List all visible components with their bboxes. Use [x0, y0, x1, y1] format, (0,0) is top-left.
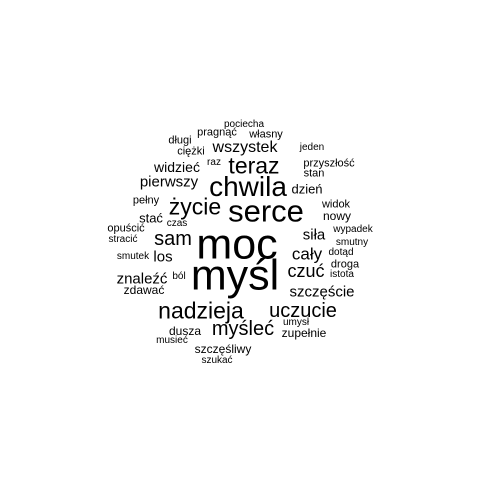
word-bol: ból: [172, 271, 186, 282]
word-szczesliwy: szczęśliwy: [194, 342, 252, 356]
word-teraz: teraz: [228, 152, 280, 179]
word-wypadek: wypadek: [333, 224, 373, 235]
word-sila: siła: [302, 226, 326, 244]
word-zupelnie: zupełnie: [281, 326, 327, 340]
word-widziec: widzieć: [154, 159, 200, 175]
word-stracic: stracić: [108, 234, 138, 245]
word-umysl: umysł: [282, 317, 310, 328]
word-czas: czas: [166, 218, 188, 229]
word-zycie: życie: [168, 193, 222, 220]
word-musiec: musieć: [156, 335, 188, 346]
word-czuc: czuć: [287, 261, 325, 281]
word-szczescie: szczęście: [289, 283, 355, 301]
word-stac: stać: [139, 210, 163, 226]
word-stan: stan: [303, 167, 325, 180]
word-widok: widok: [321, 198, 351, 211]
word-wszystek: wszystek: [212, 139, 278, 156]
word-wlasny: własny: [249, 128, 283, 141]
word-jeden: jeden: [299, 142, 325, 153]
word-dlugi: długi: [168, 134, 192, 147]
word-chwila: chwila: [209, 171, 287, 202]
word-dzien: dzień: [291, 181, 323, 197]
word-dusza: dusza: [168, 324, 202, 338]
word-raz: raz: [207, 157, 221, 168]
word-pelny: pełny: [132, 194, 160, 207]
word-opuscic: opuścić: [107, 222, 145, 235]
word-myslec: myśleć: [211, 318, 275, 340]
word-caly: cały: [291, 244, 323, 264]
word-droga: droga: [330, 258, 360, 271]
word-los: los: [153, 248, 173, 266]
word-pragnac: pragnąć: [197, 126, 237, 139]
word-pociecha: pociecha: [223, 119, 265, 130]
word-szukac: szukać: [201, 355, 233, 366]
word-istota: istota: [330, 269, 354, 280]
word-smutek: smutek: [116, 251, 150, 262]
word-pierwszy: pierwszy: [139, 173, 199, 191]
word-serce: serce: [228, 193, 304, 229]
word-nadzieja: nadzieja: [158, 297, 244, 324]
word-sam: sam: [154, 228, 192, 250]
word-smutny: smutny: [335, 237, 369, 248]
word-dotad: dotąd: [328, 247, 354, 258]
word-nowy: nowy: [322, 209, 352, 223]
word-znalezc: znaleźć: [116, 270, 168, 288]
word-przyszlosc: przyszłość: [303, 157, 355, 170]
word-mysl: myśl: [190, 251, 280, 300]
word-zdawac: zdawać: [123, 283, 165, 297]
word-uczucie: uczucie: [269, 300, 337, 322]
word-ciezki: ciężki: [177, 145, 205, 158]
word-moc: moc: [196, 220, 278, 269]
